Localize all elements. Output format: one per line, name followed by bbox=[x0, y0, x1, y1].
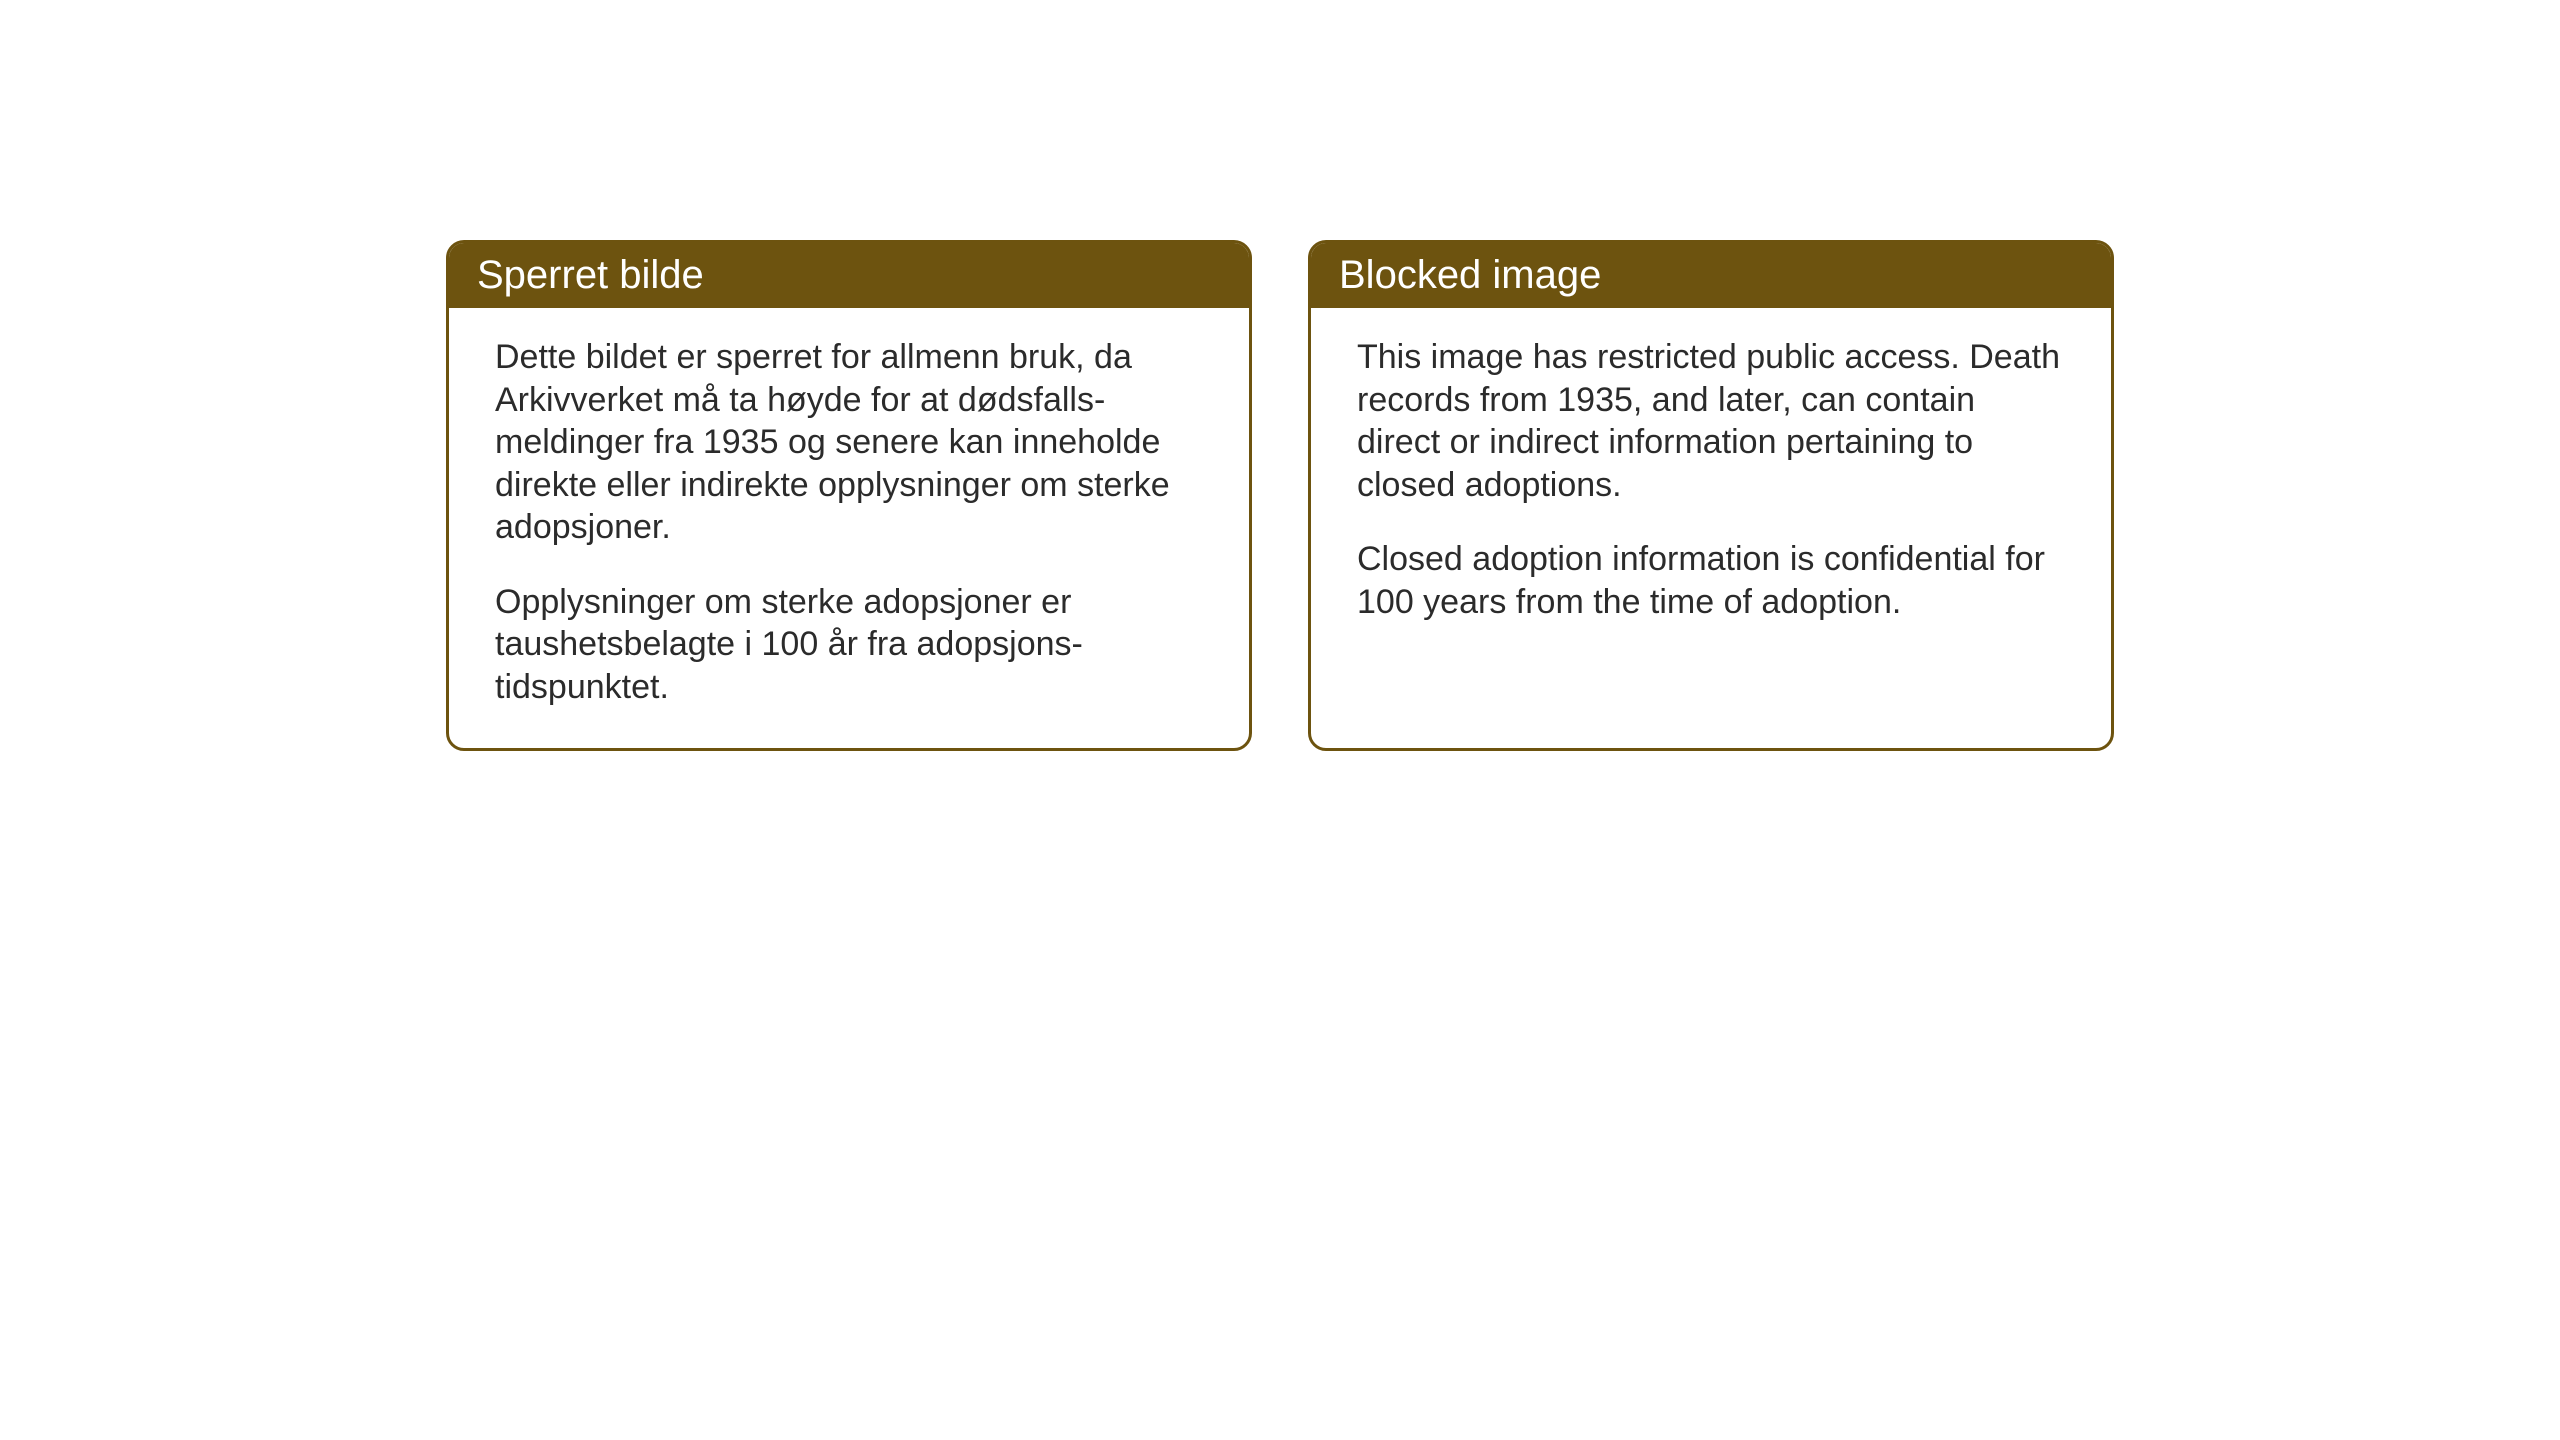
card-paragraph-norwegian-2: Opplysninger om sterke adopsjoner er tau… bbox=[495, 581, 1203, 709]
card-body-norwegian: Dette bildet er sperret for allmenn bruk… bbox=[449, 308, 1249, 748]
card-body-english: This image has restricted public access.… bbox=[1311, 308, 2111, 728]
notice-card-norwegian: Sperret bilde Dette bildet er sperret fo… bbox=[446, 240, 1252, 751]
card-paragraph-norwegian-1: Dette bildet er sperret for allmenn bruk… bbox=[495, 336, 1203, 549]
card-title-english: Blocked image bbox=[1339, 253, 1601, 297]
notice-container: Sperret bilde Dette bildet er sperret fo… bbox=[0, 0, 2560, 751]
notice-card-english: Blocked image This image has restricted … bbox=[1308, 240, 2114, 751]
card-title-norwegian: Sperret bilde bbox=[477, 253, 704, 297]
card-paragraph-english-2: Closed adoption information is confident… bbox=[1357, 538, 2065, 623]
card-header-norwegian: Sperret bilde bbox=[449, 243, 1249, 308]
card-paragraph-english-1: This image has restricted public access.… bbox=[1357, 336, 2065, 506]
card-header-english: Blocked image bbox=[1311, 243, 2111, 308]
